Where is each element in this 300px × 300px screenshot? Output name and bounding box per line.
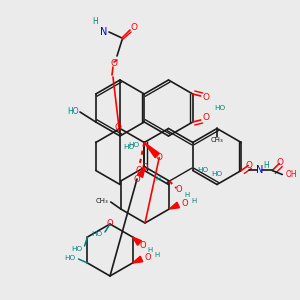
Text: CH₃: CH₃	[96, 198, 109, 204]
Text: O: O	[115, 124, 122, 133]
Text: N: N	[256, 166, 263, 176]
Text: O: O	[203, 94, 210, 103]
Text: O: O	[203, 113, 210, 122]
Text: HO: HO	[198, 167, 209, 173]
Text: HO: HO	[71, 246, 82, 252]
Text: H: H	[147, 247, 152, 253]
Text: H: H	[184, 192, 190, 198]
Text: HO: HO	[68, 107, 79, 116]
Polygon shape	[169, 202, 179, 209]
Text: CH₃: CH₃	[211, 137, 224, 143]
Text: O: O	[142, 163, 148, 172]
Text: O: O	[134, 175, 140, 184]
Text: HO: HO	[91, 231, 102, 237]
Text: HO: HO	[64, 255, 76, 261]
Text: O: O	[136, 166, 143, 175]
Text: N: N	[100, 27, 108, 37]
Polygon shape	[144, 142, 159, 158]
Text: O: O	[246, 161, 253, 170]
Polygon shape	[133, 237, 142, 245]
Text: O: O	[181, 200, 188, 208]
Text: HO: HO	[128, 142, 139, 148]
Text: H: H	[263, 161, 269, 170]
Text: OH: OH	[285, 170, 297, 179]
Text: O: O	[145, 254, 151, 262]
Text: O: O	[277, 158, 284, 167]
Text: O: O	[107, 220, 113, 229]
Text: H: H	[191, 198, 196, 204]
Text: O: O	[130, 22, 137, 32]
Text: H: H	[154, 252, 160, 258]
Text: O: O	[156, 153, 163, 162]
Polygon shape	[137, 167, 145, 178]
Text: O: O	[176, 184, 183, 194]
Text: O: O	[139, 241, 146, 250]
Text: HO: HO	[212, 172, 223, 178]
Text: H: H	[155, 176, 160, 182]
Text: O: O	[110, 59, 118, 68]
Text: HO: HO	[215, 105, 226, 111]
Polygon shape	[133, 256, 143, 263]
Text: HO: HO	[123, 145, 134, 151]
Text: H: H	[92, 17, 98, 26]
